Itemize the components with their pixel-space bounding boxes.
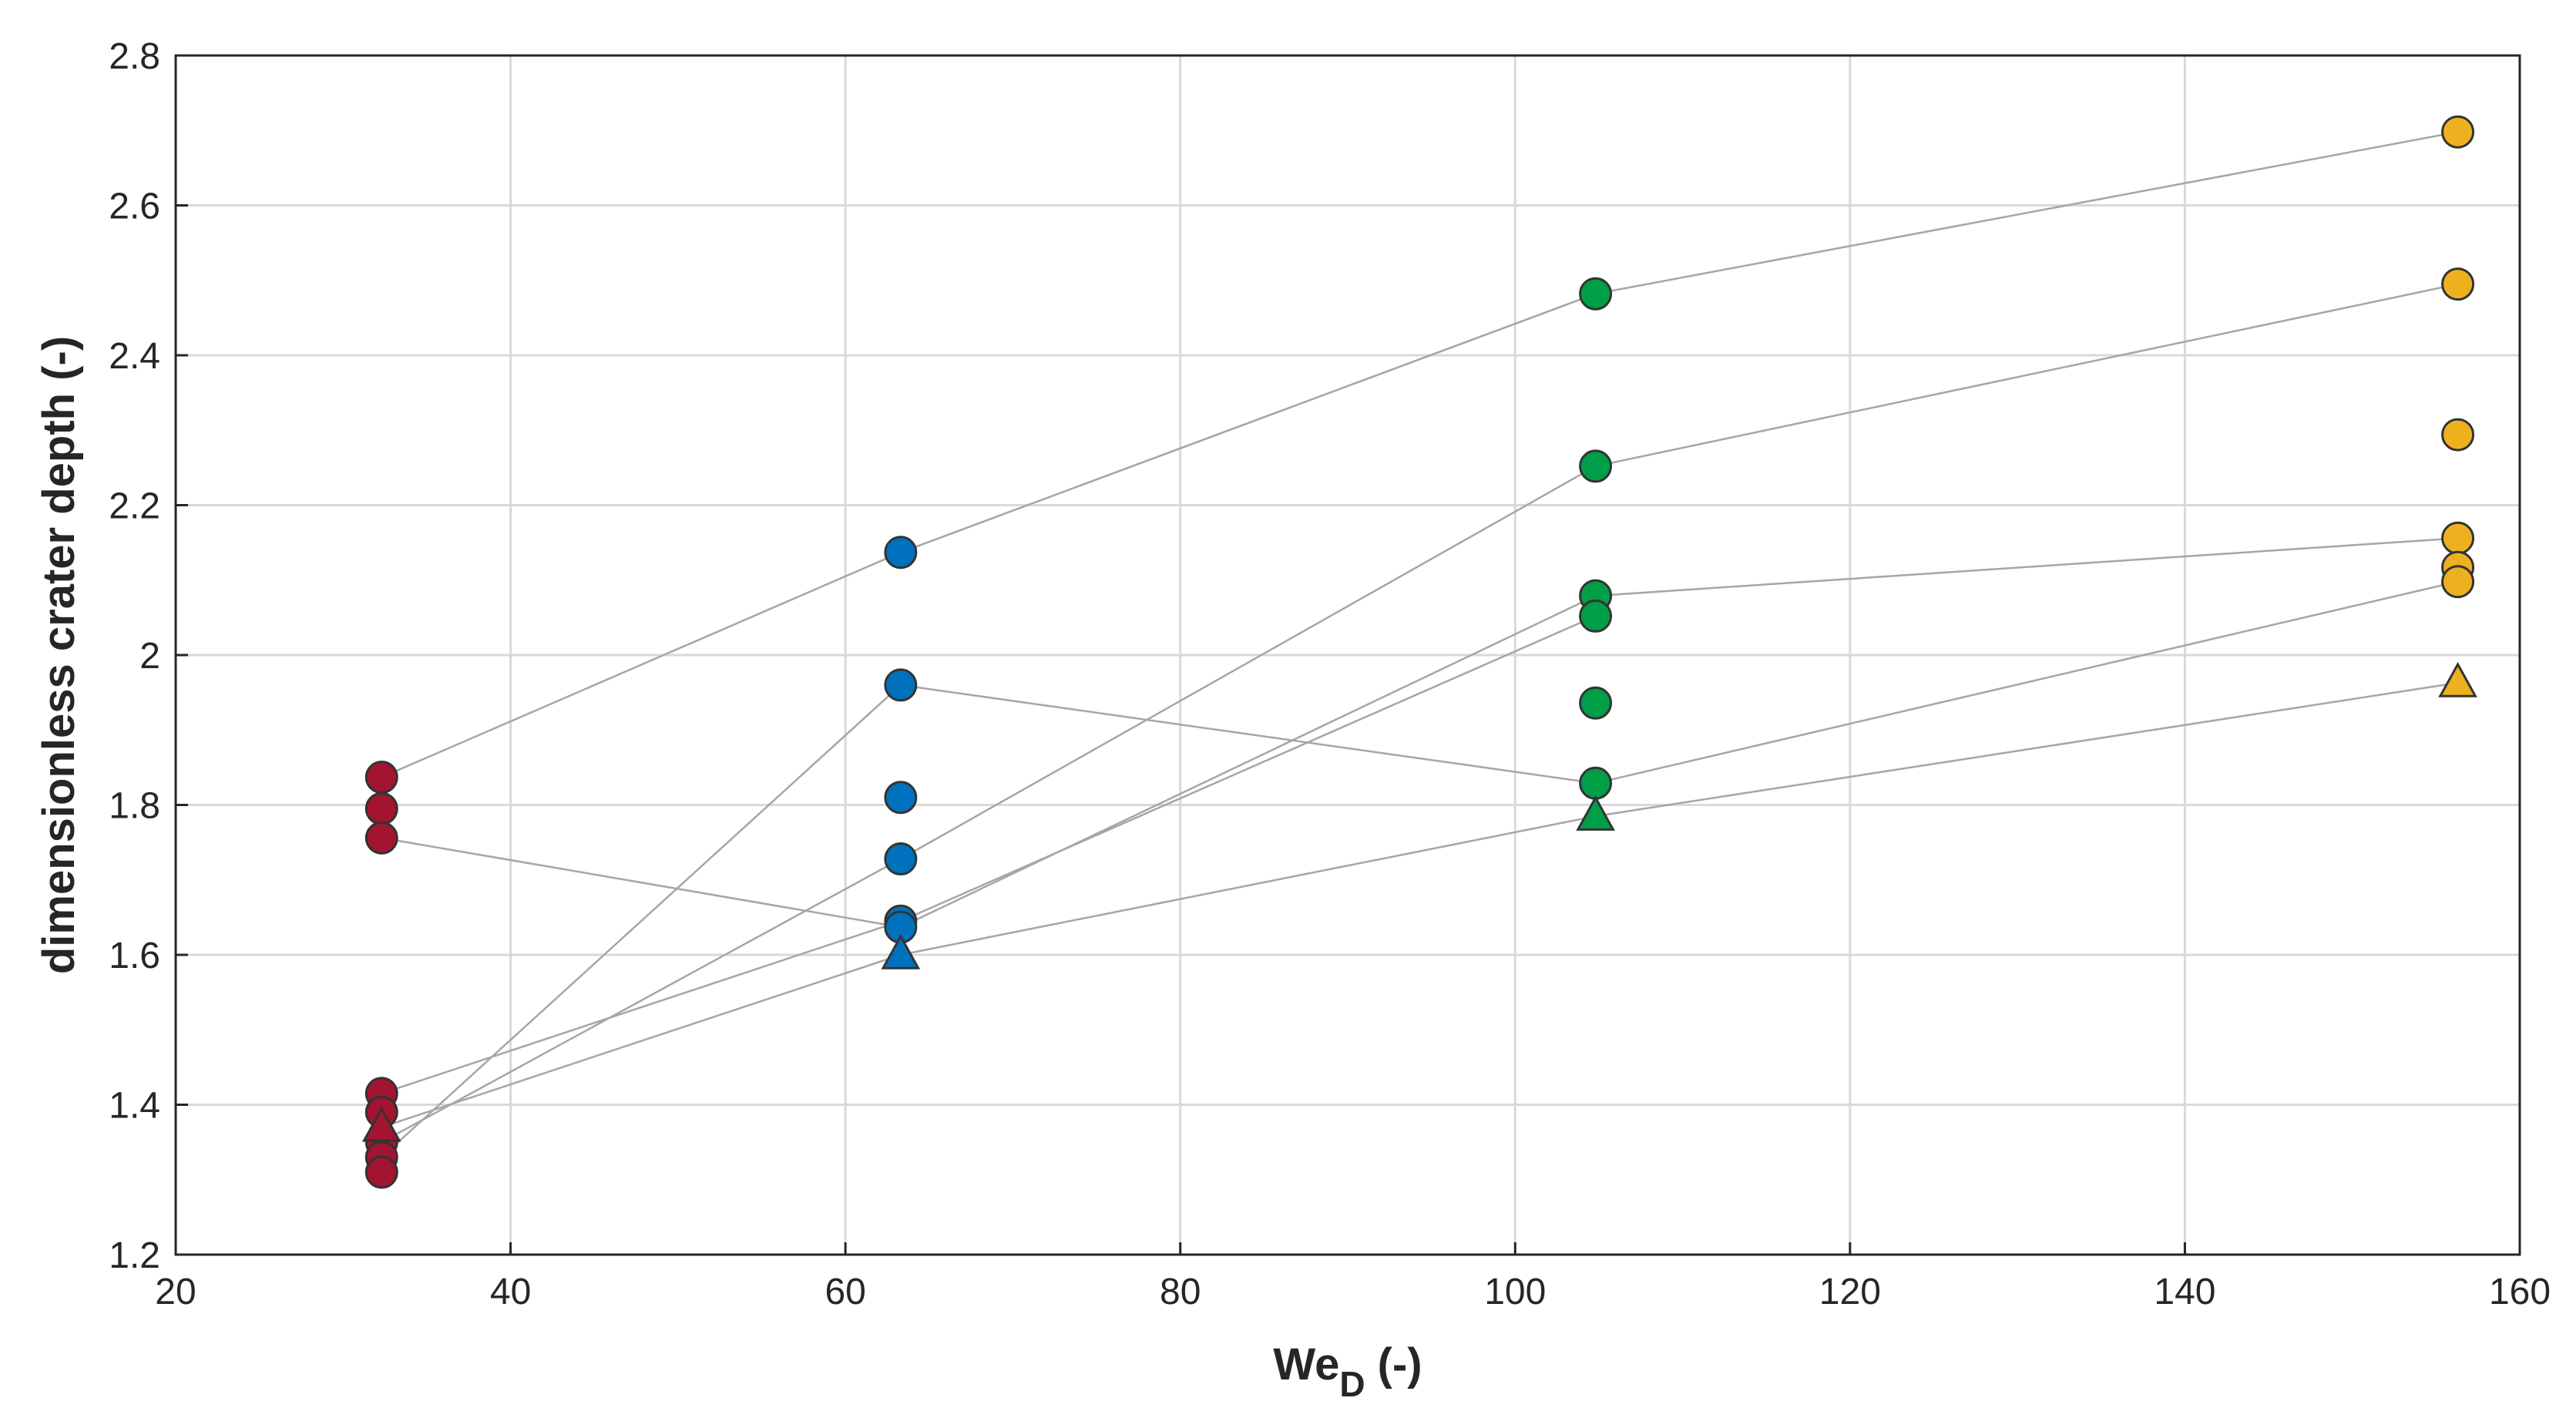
data-point [884, 781, 918, 815]
data-point [884, 536, 918, 570]
data-point [364, 791, 398, 825]
connecting-line [381, 130, 2458, 778]
y-tick-label: 2.8 [109, 36, 160, 77]
connecting-lines [381, 130, 2458, 1158]
data-point [1579, 686, 1613, 720]
x-axis-label-subscript: D [1339, 1364, 1365, 1404]
x-axis-label: WeD (-) [1273, 1339, 1422, 1404]
data-point [1579, 766, 1613, 800]
data-point [1579, 599, 1613, 633]
connecting-line [381, 615, 1597, 1095]
data-point [364, 821, 398, 855]
x-tick-label: 120 [1819, 1272, 1881, 1312]
x-tick-label: 80 [1160, 1272, 1201, 1312]
data-point-triangle [2438, 661, 2477, 697]
data-point [884, 842, 918, 876]
y-tick-label: 1.8 [109, 786, 160, 827]
data-point [2441, 521, 2475, 555]
y-tick-label: 2.6 [109, 186, 160, 227]
connecting-line [381, 283, 2458, 1144]
x-tick-label: 20 [155, 1272, 196, 1312]
data-point [2441, 115, 2475, 149]
data-point [884, 668, 918, 702]
y-tick-label: 2.2 [109, 486, 160, 527]
y-tick-label: 2 [139, 636, 160, 677]
data-point [364, 761, 398, 795]
data-point [2441, 418, 2475, 452]
data-point [1579, 277, 1613, 311]
grid-lines [176, 55, 2520, 1255]
data-point-triangle [361, 1106, 401, 1142]
data-point [364, 1155, 398, 1189]
y-tick-label: 2.4 [109, 336, 160, 377]
data-point-triangle [881, 933, 921, 969]
data-point [2441, 565, 2475, 599]
x-tick-label: 40 [490, 1272, 531, 1312]
x-tick-label: 160 [2489, 1272, 2551, 1312]
data-point [2441, 267, 2475, 301]
data-markers [361, 115, 2477, 1189]
y-tick-label: 1.4 [109, 1086, 160, 1127]
y-axis-label: dimensionless crater depth (-) [34, 336, 84, 974]
x-axis-label-unit: (-) [1365, 1339, 1422, 1389]
data-point-triangle [1576, 795, 1615, 831]
connecting-line [381, 681, 2458, 1128]
y-tick-label: 1.2 [109, 1235, 160, 1276]
connecting-line [381, 580, 2458, 1158]
axis-ticks: 20 40 60 80 100 120 140 160 1.2 1.4 1.6 1.8 2 2.2 2.4 2… [109, 36, 2551, 1312]
x-tick-label: 60 [825, 1272, 865, 1312]
x-axis-label-main: We [1273, 1339, 1339, 1389]
x-tick-label: 140 [2154, 1272, 2215, 1312]
connecting-line [381, 537, 2458, 929]
y-tick-label: 1.6 [109, 936, 160, 976]
x-tick-label: 100 [1484, 1272, 1546, 1312]
data-point [1579, 449, 1613, 483]
